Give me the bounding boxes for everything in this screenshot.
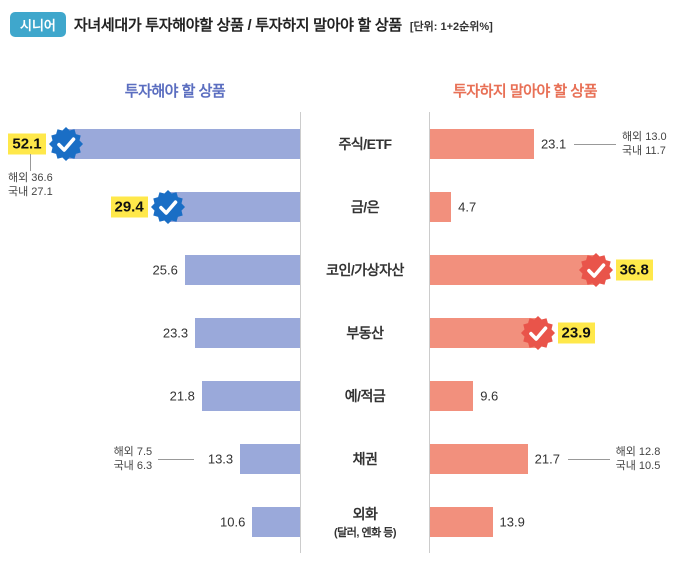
annotation-line-text: 해외 13.0 xyxy=(621,130,667,143)
invest-bar-area: 52.1 해외 36.6 국내 27.1 xyxy=(0,112,300,198)
annotation-breakdown: 해외 36.6 국내 27.1 xyxy=(8,171,53,199)
avoid-bar xyxy=(430,254,596,285)
category-cell: 주식/ETF xyxy=(300,112,430,175)
check-badge-icon xyxy=(48,126,84,162)
avoid-bar-area: 13.9 xyxy=(430,490,680,553)
audience-badge: 시니어 xyxy=(10,12,66,37)
chart-row: 52.1 해외 36.6 국내 27.1 주식/ETF 23.1 해외 13.0 국내 11… xyxy=(0,112,680,198)
right-column-header: 투자하지 말아야 할 상품 xyxy=(452,83,598,100)
invest-bar xyxy=(195,317,300,348)
title-bar: 시니어 자녀세대가 투자해야할 상품 / 투자하지 말아야 할 상품 [단위: … xyxy=(10,12,493,37)
category-label: 코인/가상자산 xyxy=(326,261,404,278)
invest-value-label: 23.3 xyxy=(162,325,189,340)
unit-note: [단위: 1+2순위%] xyxy=(409,20,493,33)
invest-bar xyxy=(65,128,300,159)
category-cell: 채권 xyxy=(300,427,430,490)
category-cell: 금/은 xyxy=(300,175,430,238)
avoid-bar xyxy=(430,443,528,474)
annotation-line-text: 해외 7.5 xyxy=(113,445,153,458)
chart-title: 자녀세대가 투자해야할 상품 / 투자하지 말아야 할 상품 xyxy=(73,17,402,34)
category-label: 금/은 xyxy=(350,198,380,215)
avoid-value-label: 9.6 xyxy=(480,388,499,403)
invest-bar-area: 10.6 xyxy=(0,490,300,553)
column-headers: 투자해야 할 상품 투자하지 말아야 할 상품 xyxy=(0,80,680,101)
avoid-bar xyxy=(430,317,538,348)
annotation-line-text: 국내 6.3 xyxy=(113,459,153,472)
invest-value-label: 13.3 xyxy=(207,451,234,466)
invest-value-label: 21.8 xyxy=(169,388,195,403)
annotation-connector xyxy=(158,458,195,460)
invest-value-label: 25.6 xyxy=(152,262,178,277)
invest-value-label: 10.6 xyxy=(220,514,246,529)
chart-row: 25.6 코인/가상자산 36.8 xyxy=(0,238,680,301)
avoid-bar-area: 36.8 xyxy=(430,238,680,301)
avoid-bar-area: 9.6 xyxy=(430,364,680,427)
category-cell: 예/적금 xyxy=(300,364,430,427)
avoid-bar xyxy=(430,128,534,159)
invest-bar-area: 25.6 xyxy=(0,238,300,301)
invest-bar xyxy=(240,443,300,474)
annotation-connector xyxy=(567,458,610,460)
chart-row: 29.4 금/은 4.7 xyxy=(0,175,680,238)
annotation-line-text: 국내 11.7 xyxy=(621,144,666,157)
category-label: 주식/ETF xyxy=(338,135,392,152)
category-label: 부동산 xyxy=(346,324,384,341)
annotation-breakdown: 해외 12.8 국내 10.5 xyxy=(616,445,661,473)
invest-bar xyxy=(252,506,300,537)
invest-bar xyxy=(167,191,300,222)
avoid-value-label: 23.1 xyxy=(540,136,567,151)
avoid-value-label: 13.9 xyxy=(499,514,525,529)
chart-row: 21.8 예/적금 9.6 xyxy=(0,364,680,427)
left-column-header: 투자해야 할 상품 xyxy=(124,83,226,100)
invest-bar-area: 29.4 xyxy=(0,175,300,238)
annotation-connector xyxy=(573,143,616,145)
annotation-line-text: 국내 27.1 xyxy=(8,186,53,198)
avoid-bar-area: 23.9 xyxy=(430,301,680,364)
chart-row: 23.3 부동산 23.9 xyxy=(0,301,680,364)
category-label: 예/적금 xyxy=(344,387,386,404)
avoid-value-label: 36.8 xyxy=(615,259,653,280)
avoid-bar-area: 4.7 xyxy=(430,175,680,238)
annotation-line-text: 해외 12.8 xyxy=(615,445,661,458)
chart-row: 13.3 해외 7.5 국내 6.3 채권 21.7 해외 12.8 국내 10.5 xyxy=(0,427,680,490)
avoid-bar-area: 21.7 해외 12.8 국내 10.5 xyxy=(430,427,680,490)
category-cell: 부동산 xyxy=(300,301,430,364)
check-badge-icon xyxy=(520,315,556,351)
avoid-value-label: 21.7 xyxy=(534,451,560,466)
avoid-value-label: 4.7 xyxy=(458,199,477,214)
invest-bar-area: 13.3 해외 7.5 국내 6.3 xyxy=(0,427,300,490)
avoid-bar xyxy=(430,506,493,537)
category-cell: 코인/가상자산 xyxy=(300,238,430,301)
invest-bar xyxy=(184,254,300,285)
annotation-line-text: 국내 10.5 xyxy=(615,459,661,472)
chart-row: 10.6 외화 (달러, 엔화 등) 13.9 xyxy=(0,490,680,553)
annotation-connector xyxy=(30,154,31,171)
check-badge-icon xyxy=(150,189,186,225)
category-label: 채권 xyxy=(352,450,378,467)
category-cell: 외화 (달러, 엔화 등) xyxy=(300,490,430,553)
check-badge-icon xyxy=(578,252,614,288)
invest-bar xyxy=(201,380,300,411)
chart-rows: 52.1 해외 36.6 국내 27.1 주식/ETF 23.1 해외 13.0 국내 11… xyxy=(0,112,680,553)
avoid-bar xyxy=(430,380,474,411)
avoid-value-label: 23.9 xyxy=(557,322,595,343)
avoid-bar-area: 23.1 해외 13.0 국내 11.7 xyxy=(430,112,680,175)
invest-bar-area: 21.8 xyxy=(0,364,300,427)
invest-bar-area: 23.3 xyxy=(0,301,300,364)
category-label: 외화 xyxy=(352,505,378,522)
invest-value-label: 29.4 xyxy=(110,196,148,217)
invest-value-label: 52.1 xyxy=(8,133,46,154)
annotation-breakdown: 해외 7.5 국내 6.3 xyxy=(114,445,153,473)
category-sublabel: (달러, 엔화 등) xyxy=(333,526,397,539)
annotation-line-text: 해외 36.6 xyxy=(8,172,53,184)
annotation-breakdown: 해외 13.0 국내 11.7 xyxy=(622,130,667,158)
avoid-bar xyxy=(430,191,452,222)
